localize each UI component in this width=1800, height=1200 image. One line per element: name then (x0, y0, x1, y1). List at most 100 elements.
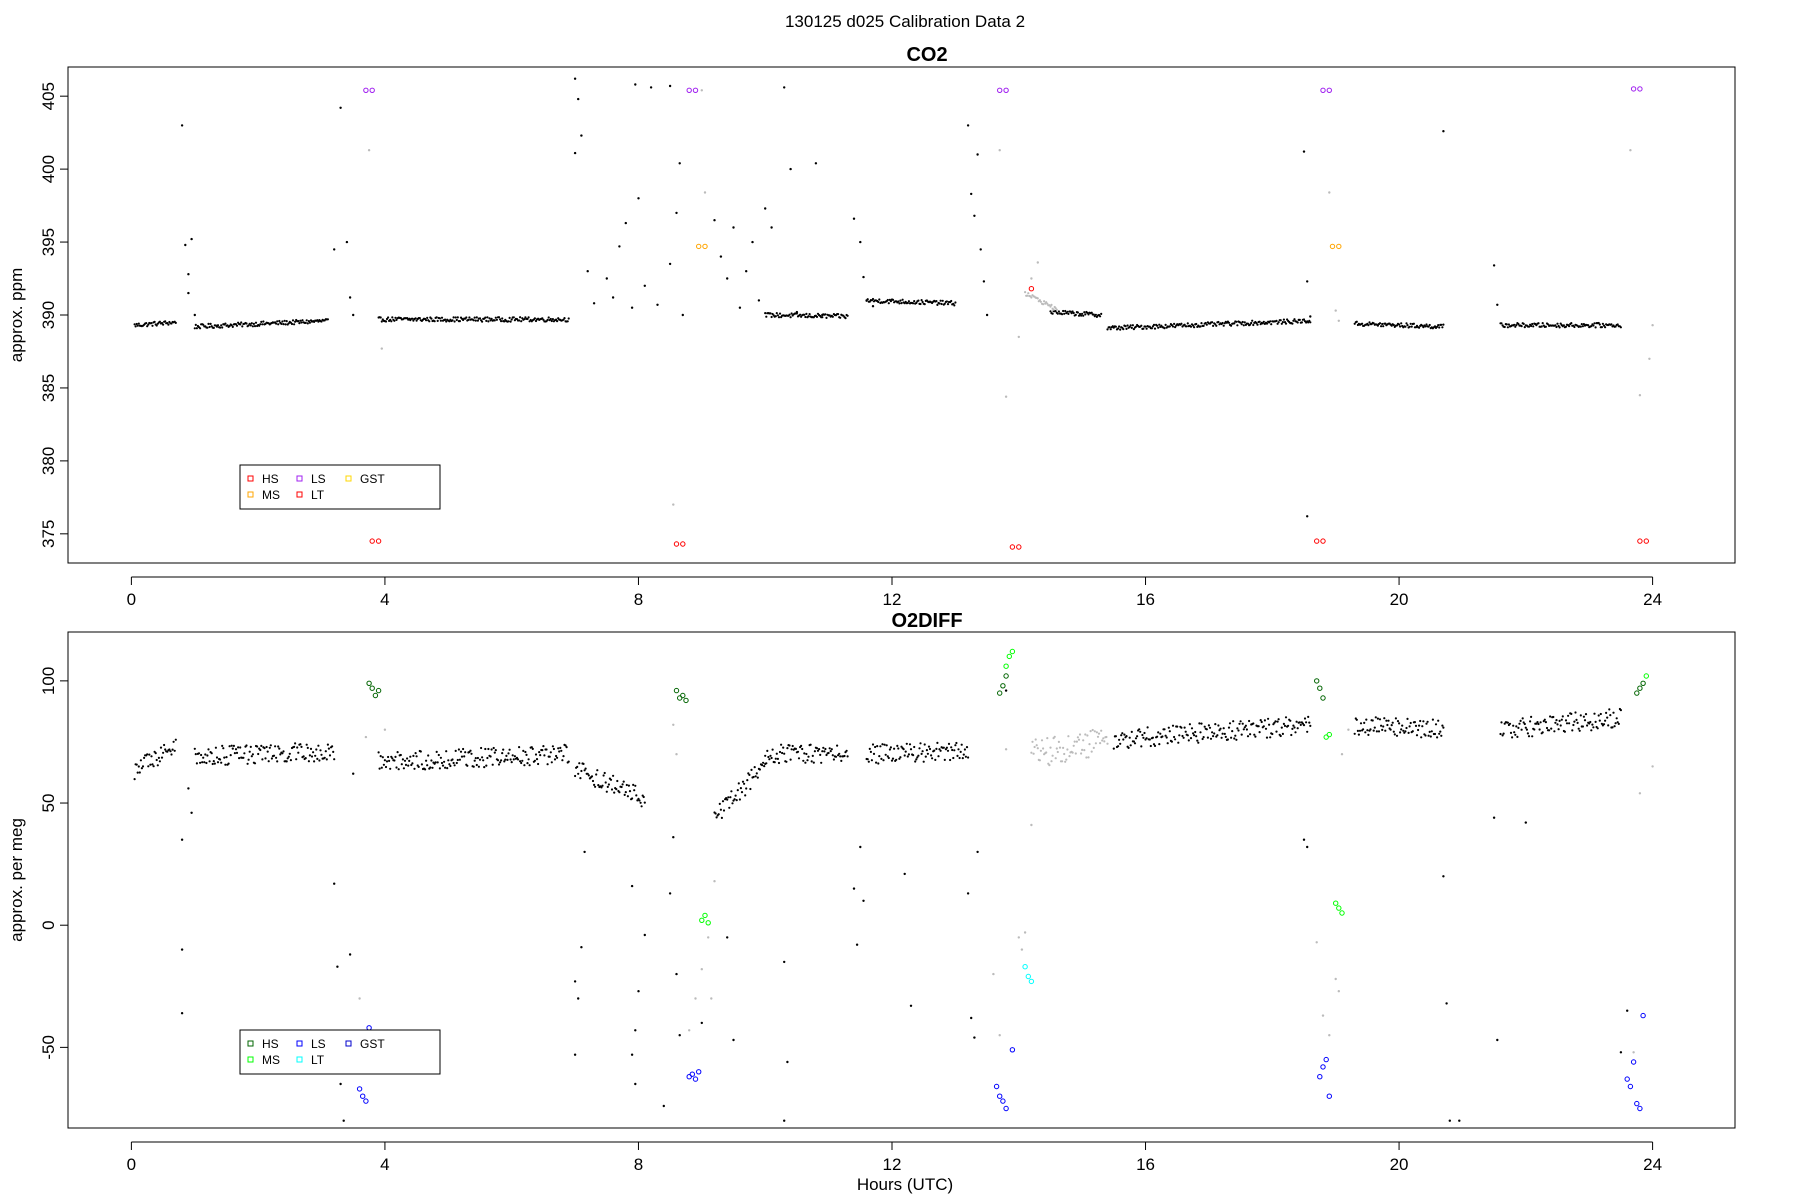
o2diff-trace-point (470, 752, 473, 755)
o2diff-trace-point (880, 757, 883, 761)
o2diff-trace-point (1431, 718, 1434, 721)
o2diff-trace-point (1612, 711, 1615, 714)
o2diff-trace-point (1308, 721, 1311, 724)
o2diff-trace-point (1422, 720, 1425, 723)
o2diff-trace-point (1613, 725, 1616, 728)
o2diff-trace-point (631, 797, 634, 800)
o2diff-trace-point (637, 797, 640, 801)
co2-trace-point (458, 320, 461, 323)
o2diff-trace-point (245, 744, 248, 747)
o2diff-trace-point (1502, 732, 1505, 735)
o2diff-trace-point (565, 746, 568, 749)
o2diff-trace-point (1589, 720, 1592, 724)
o2diff-trace-point (1167, 726, 1170, 729)
o2diff-trace-point (1245, 728, 1248, 731)
o2diff-trace-point (767, 755, 770, 759)
o2diff-trace-point (1232, 720, 1235, 723)
o2diff-trace-point (578, 762, 581, 765)
o2diff-trace-point (152, 765, 155, 768)
co2-trace-point (1222, 324, 1225, 327)
o2diff-trace-point (734, 794, 737, 797)
o2diff-trace-point (485, 764, 488, 767)
o2diff-title: O2DIFF (891, 610, 962, 632)
o2diff-trace-point (464, 751, 467, 754)
o2diff-scatter-point (1004, 748, 1008, 751)
o2diff-trace-point (1212, 735, 1215, 738)
o2diff-trace-point (1257, 725, 1260, 728)
co2-trace-point (1119, 328, 1122, 331)
co2-trace-point (501, 317, 504, 320)
co2-trace-point (804, 315, 807, 319)
co2-scatter-point (1334, 309, 1337, 312)
o2diff-trace-point (318, 759, 321, 762)
o2diff-trace-point (1511, 736, 1514, 739)
o2diff-trace-point (1274, 720, 1277, 723)
o2diff-trace-point (726, 798, 729, 801)
o2diff-scatter-point (672, 836, 675, 839)
co2-calibration-point-hs (369, 538, 375, 544)
co2-trace-point (1573, 325, 1576, 329)
o2diff-trace-point (480, 746, 483, 750)
o2diff-trace-point (802, 759, 805, 762)
o2diff-trace-point (1071, 751, 1074, 754)
o2diff-trace-point (1408, 725, 1411, 728)
co2-trace-point (473, 316, 476, 319)
o2diff-trace-point (1596, 727, 1599, 730)
o2diff-trace-point (763, 765, 766, 768)
o2diff-trace-point (827, 751, 830, 755)
o2diff-calibration-point-ms (1643, 673, 1650, 679)
co2-scatter-point (611, 296, 615, 299)
o2diff-trace-point (1364, 731, 1367, 734)
o2diff-trace-point (819, 753, 822, 757)
co2-trace-point (821, 316, 824, 319)
o2diff-trace-point (1276, 720, 1279, 723)
o2diff-trace-point (1228, 722, 1232, 725)
co2-y-tick-label: 395 (39, 228, 58, 256)
o2diff-trace-point (377, 751, 380, 754)
co2-trace-point (1062, 309, 1065, 313)
co2-trace-point (1039, 300, 1042, 303)
o2diff-trace-point (1129, 744, 1132, 747)
co2-trace-point (1094, 313, 1097, 316)
o2diff-trace-point (1411, 730, 1414, 733)
co2-trace-point (1404, 325, 1407, 328)
co2-trace-point (1202, 324, 1205, 327)
o2diff-trace-point (1238, 722, 1241, 725)
co2-trace-point (1527, 325, 1531, 328)
co2-scatter-point (966, 124, 970, 127)
o2diff-trace-point (1395, 734, 1399, 737)
o2diff-trace-point (754, 775, 757, 778)
o2diff-trace-point (1584, 713, 1588, 716)
co2-scatter-point (656, 303, 659, 306)
co2-trace-point (1215, 324, 1218, 327)
co2-scatter-point (187, 273, 190, 276)
co2-trace-point (1241, 320, 1244, 324)
o2diff-trace-point (1391, 721, 1394, 724)
o2diff-trace-point (331, 745, 334, 748)
o2diff-trace-point (746, 779, 749, 782)
o2diff-trace-point (1362, 728, 1365, 731)
co2-trace-point (1368, 321, 1371, 324)
o2diff-trace-point (813, 750, 817, 753)
co2-trace-point (418, 317, 421, 320)
co2-trace-point (1409, 322, 1412, 325)
co2-trace-point (435, 316, 438, 319)
o2diff-trace-point (902, 748, 905, 751)
o2diff-trace-point (429, 766, 432, 769)
o2diff-scatter-point (1445, 1002, 1448, 1005)
o2diff-trace-point (1605, 711, 1608, 715)
co2-trace-point (1173, 322, 1176, 325)
o2diff-trace-point (804, 761, 807, 764)
co2-trace-point (474, 319, 477, 322)
o2diff-trace-point (1189, 737, 1193, 740)
o2diff-trace-point (1091, 728, 1094, 732)
co2-trace-point (1261, 322, 1264, 325)
o2diff-trace-point (137, 765, 140, 768)
co2-trace-point (1269, 320, 1272, 323)
o2diff-y-tick-label: -50 (39, 1035, 58, 1060)
o2diff-scatter-point (1030, 823, 1033, 827)
o2diff-trace-point (143, 756, 146, 760)
co2-trace-point (1122, 328, 1125, 331)
co2-scatter-point (783, 86, 786, 89)
